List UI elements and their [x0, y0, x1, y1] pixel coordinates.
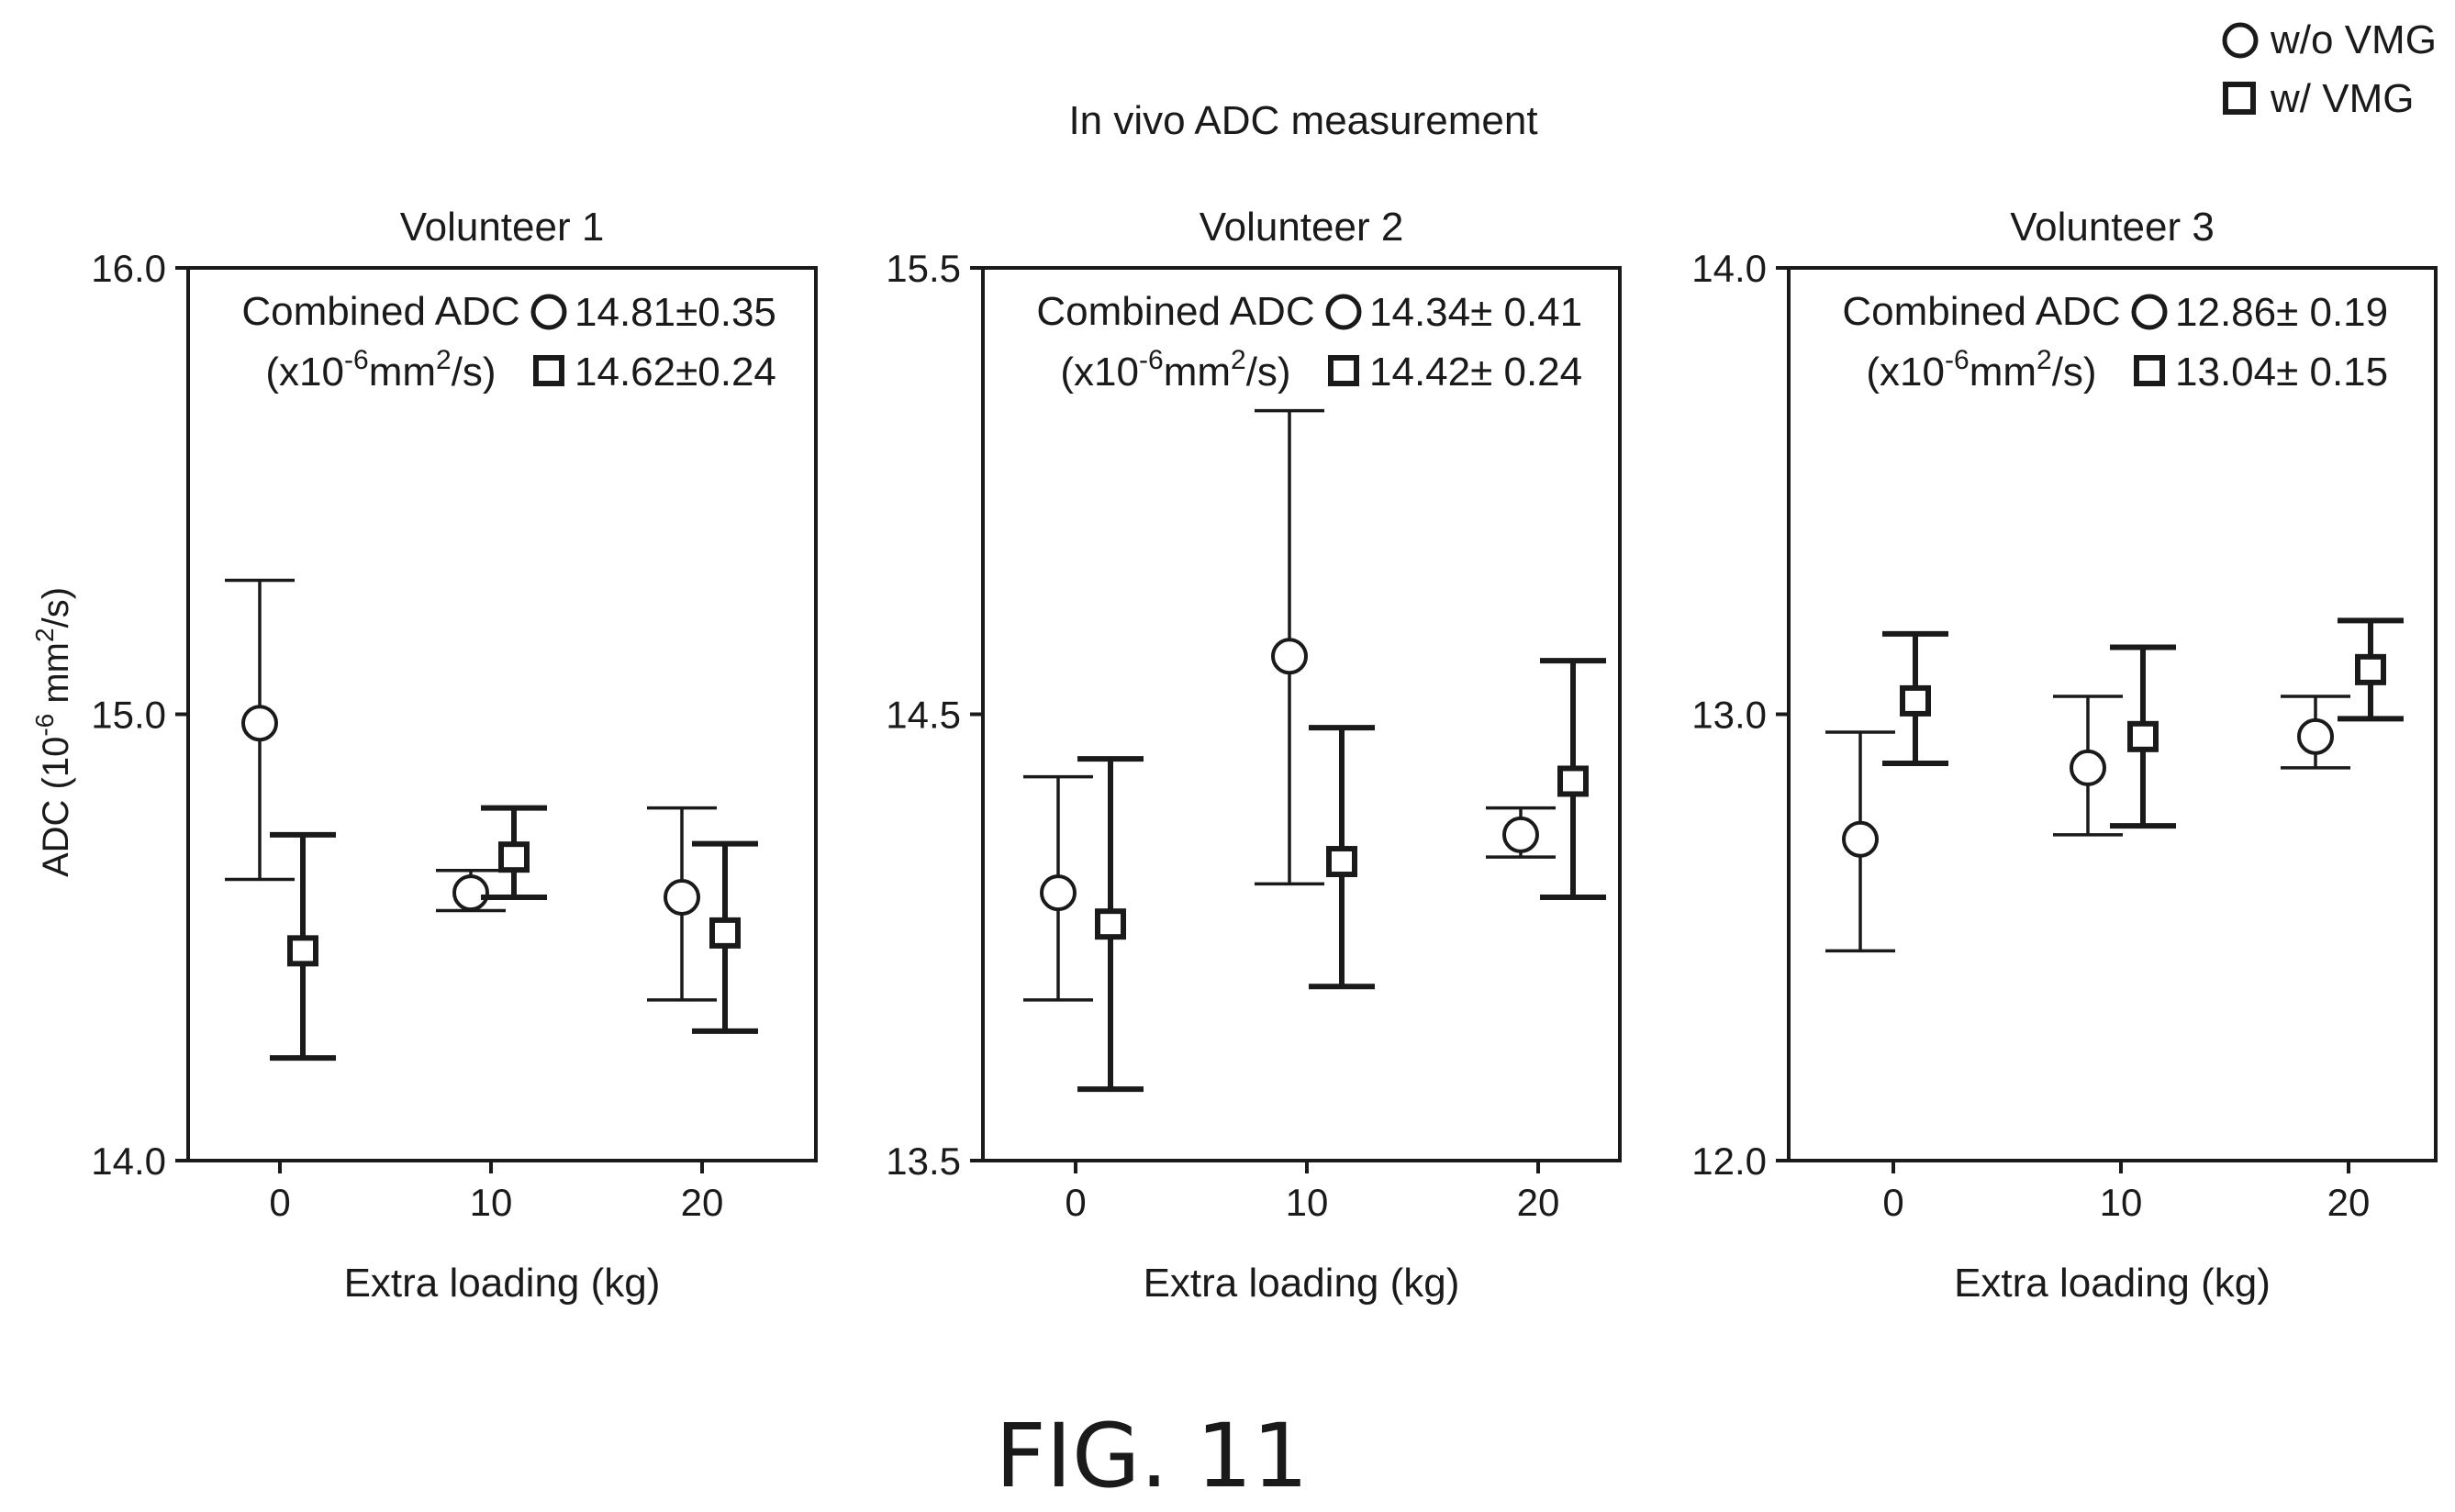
combined-value-with-vmg: 13.04± 0.15 — [2175, 350, 2388, 395]
x-tick-label: 20 — [1517, 1181, 1560, 1224]
plot-frame — [1787, 266, 2438, 1162]
y-axis-label: ADC (10-6 mm2/s) — [30, 587, 76, 877]
legend-label-without-vmg: w/o VMG — [2270, 17, 2437, 62]
data-point-circle — [452, 874, 489, 912]
x-axis-label: Extra loading (kg) — [344, 1261, 661, 1306]
x-tick-label: 20 — [2327, 1181, 2371, 1224]
data-point-circle — [1502, 816, 1539, 853]
panel-title: Volunteer 1 — [400, 205, 605, 250]
y-tick-label: 15.5 — [886, 247, 961, 290]
y-tick-label: 13.5 — [886, 1140, 961, 1183]
data-point-circle — [664, 878, 700, 916]
combined-adc-unit: (x10-6mm2/s) — [1060, 345, 1290, 395]
data-point-square — [709, 917, 741, 949]
panel-volunteer-1: Volunteer 1 14.0 15.0 16.0 0 10 20 Extra loadin… — [91, 205, 818, 1306]
panel-title: Volunteer 2 — [1200, 205, 1404, 250]
x-tick-label: 10 — [2100, 1181, 2143, 1224]
combined-adc-label: Combined ADC — [1036, 289, 1314, 334]
data-point-square — [2127, 720, 2159, 752]
data-point-circle — [2070, 749, 2106, 786]
legend-circle-marker — [2222, 22, 2259, 59]
combined-value-with-vmg: 14.42± 0.24 — [1369, 350, 1582, 395]
x-tick-label: 0 — [1065, 1181, 1086, 1224]
y-tick-label: 15.0 — [91, 694, 166, 737]
y-tick-label: 13.0 — [1691, 694, 1767, 737]
data-point-square — [2355, 653, 2386, 685]
combined-value-without-vmg: 14.34± 0.41 — [1369, 290, 1582, 335]
data-point-square — [287, 935, 318, 967]
y-tick-label: 14.5 — [886, 694, 961, 737]
data-point-circle — [1842, 820, 1879, 858]
data-point-square — [1095, 908, 1126, 940]
x-tick-label: 20 — [681, 1181, 724, 1224]
combined-adc-label: Combined ADC — [1842, 289, 2120, 334]
data-point-circle — [1271, 638, 1308, 675]
data-point-circle — [2297, 717, 2334, 755]
data-point-square — [498, 841, 530, 873]
combined-adc-unit: (x10-6mm2/s) — [1866, 345, 2096, 395]
figure-title: In vivo ADC measurement — [1068, 98, 1537, 143]
panel-title: Volunteer 3 — [2010, 205, 2215, 250]
plot-frame — [981, 266, 1622, 1162]
combined-square-marker — [533, 355, 564, 386]
combined-adc-unit: (x10-6mm2/s) — [265, 345, 496, 395]
data-point-square — [1900, 684, 1931, 717]
combined-value-with-vmg: 14.62±0.24 — [575, 350, 776, 395]
combined-square-marker — [2134, 355, 2165, 386]
combined-adc-label: Combined ADC — [241, 289, 519, 334]
x-tick-label: 0 — [1882, 1181, 1903, 1224]
figure-caption: FIG. 11 — [995, 1405, 1308, 1507]
plot-frame — [186, 266, 818, 1162]
data-point-square — [1326, 846, 1357, 878]
x-axis-label: Extra loading (kg) — [1144, 1261, 1460, 1306]
y-tick-label: 14.0 — [1691, 247, 1767, 290]
combined-value-without-vmg: 14.81±0.35 — [575, 290, 776, 335]
combined-circle-marker — [2131, 294, 2168, 330]
y-tick-label: 14.0 — [91, 1140, 166, 1183]
combined-square-marker — [1328, 355, 1359, 386]
y-tick-label: 16.0 — [91, 247, 166, 290]
y-tick-label: 12.0 — [1691, 1140, 1767, 1183]
x-tick-label: 0 — [269, 1181, 290, 1224]
data-point-square — [1557, 765, 1589, 797]
x-tick-label: 10 — [1286, 1181, 1329, 1224]
combined-circle-marker — [530, 294, 567, 330]
x-axis-label: Extra loading (kg) — [1954, 1261, 2271, 1306]
data-point-circle — [241, 705, 278, 742]
data-point-circle — [1040, 874, 1077, 912]
panel-volunteer-3: Volunteer 3 12.0 13.0 14.0 0 10 20 Extra loadin… — [1691, 205, 2438, 1306]
legend-square-marker — [2223, 82, 2256, 115]
combined-circle-marker — [1325, 294, 1362, 330]
panel-volunteer-2: Volunteer 2 13.5 14.5 15.5 0 10 20 Extra loadin… — [886, 205, 1622, 1306]
legend: w/o VMG w/ VMG — [2222, 17, 2437, 121]
x-tick-label: 10 — [470, 1181, 513, 1224]
legend-label-with-vmg: w/ VMG — [2270, 76, 2414, 121]
combined-value-without-vmg: 12.86± 0.19 — [2175, 290, 2388, 335]
